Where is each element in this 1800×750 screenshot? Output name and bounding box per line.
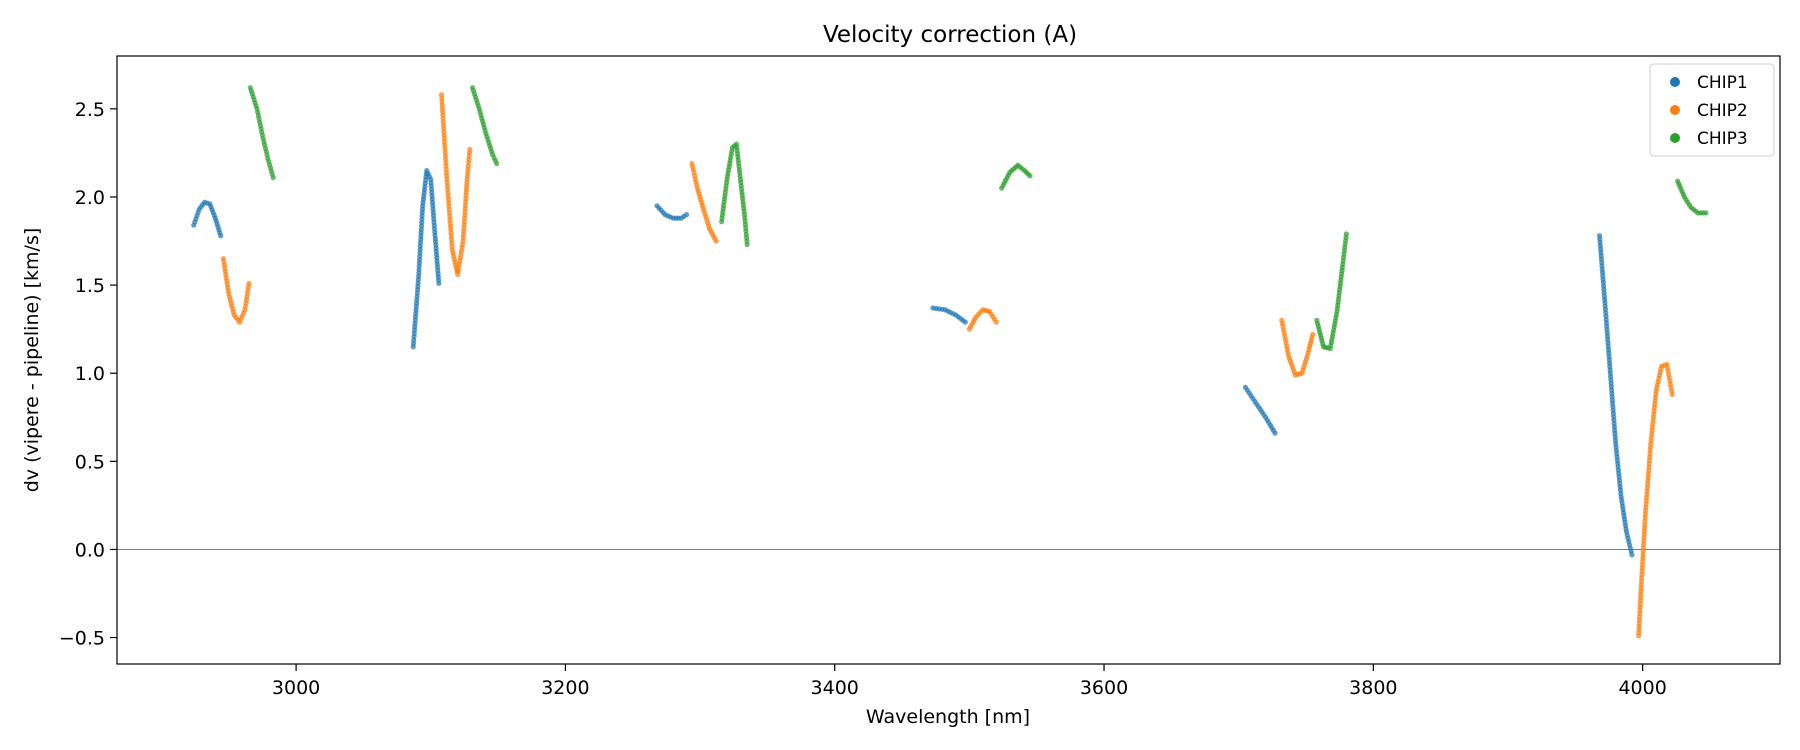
data-point — [1310, 331, 1316, 338]
x-axis: 3000 3200 3400 3600 3800 4000 — [272, 664, 1667, 699]
chart-title: Velocity correction (A) — [823, 22, 1077, 48]
y-axis-label: dv (vipere - pipeline) [km/s] — [21, 228, 43, 493]
legend-marker — [1670, 105, 1680, 115]
legend-label: CHIP1 — [1697, 73, 1748, 93]
series-chip3 — [247, 85, 1709, 352]
y-tick-label: 1.5 — [75, 275, 105, 297]
x-tick-label: 3800 — [1349, 677, 1397, 699]
data-point — [1027, 173, 1033, 179]
data-point — [1629, 552, 1635, 558]
y-tick-label: 2.5 — [75, 99, 105, 121]
plot-frame — [116, 55, 1781, 665]
data-point — [993, 319, 999, 325]
legend-label: CHIP2 — [1697, 101, 1748, 121]
data-points — [191, 85, 1709, 639]
data-point — [1669, 391, 1675, 397]
plot-area — [117, 56, 1780, 664]
legend-marker — [1670, 77, 1680, 87]
data-point — [713, 238, 719, 244]
data-point — [1272, 430, 1278, 436]
data-point — [467, 146, 473, 152]
x-tick-label: 3400 — [811, 677, 859, 699]
x-tick-label: 3600 — [1080, 677, 1128, 699]
y-tick-label: 2.0 — [75, 187, 105, 209]
legend-label: CHIP3 — [1697, 129, 1748, 149]
series-chip1 — [191, 167, 1635, 558]
data-point — [683, 212, 690, 218]
plot-background — [117, 56, 1780, 664]
data-point — [218, 233, 224, 239]
x-tick-label: 3200 — [541, 677, 589, 699]
x-axis-label: Wavelength [nm] — [866, 706, 1030, 728]
legend-marker — [1670, 133, 1680, 143]
y-tick-label: 0.5 — [75, 451, 105, 473]
data-point — [962, 319, 968, 325]
y-tick-label: 0.0 — [75, 539, 105, 561]
y-tick-label: 1.0 — [75, 363, 105, 385]
data-point — [494, 160, 500, 167]
data-point — [1343, 231, 1350, 237]
x-tick-label: 4000 — [1618, 677, 1666, 699]
data-point — [1703, 210, 1709, 216]
legend-box — [1649, 63, 1775, 157]
legend: CHIP1 CHIP2 CHIP3 — [1649, 63, 1775, 157]
y-axis: −0.5 0.0 0.5 1.0 1.5 2.0 2.5 — [59, 99, 117, 650]
x-tick-label: 3000 — [272, 677, 320, 699]
y-tick-label: −0.5 — [59, 628, 105, 650]
data-point — [744, 241, 750, 248]
data-point — [270, 175, 276, 181]
data-point — [436, 280, 442, 286]
data-point — [246, 280, 252, 286]
series-chip2 — [220, 92, 1675, 639]
